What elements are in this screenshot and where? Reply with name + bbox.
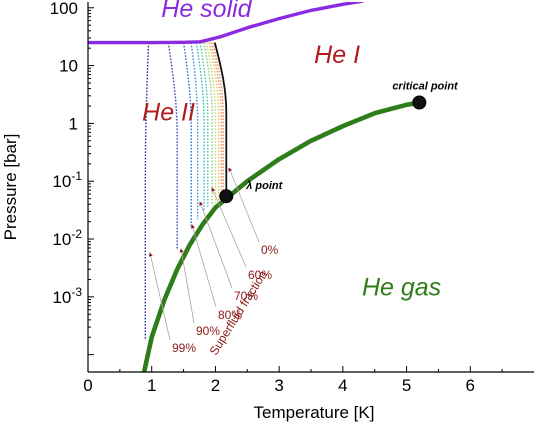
region-label-he-i: He I: [314, 41, 360, 69]
y-tick-label: 10: [59, 57, 78, 76]
critical-point-marker: [412, 95, 427, 110]
superfluid-line-0pct: [213, 42, 228, 197]
superfluid-line-99pct: [144, 42, 150, 340]
y-tick-label: 10-2: [52, 227, 82, 249]
superfluid-line-80pct: [182, 42, 192, 228]
x-tick-label: 0: [83, 376, 92, 395]
fraction-arrow-0pct: [228, 167, 260, 243]
superfluid-line-series-5: [199, 42, 209, 209]
y-tick-label: 100: [50, 0, 78, 18]
fraction-label-70pct: 70%: [234, 289, 258, 303]
y-axis: 100 10 1 10-1 10-2 10-3: [50, 0, 94, 356]
x-tick-label: 5: [402, 376, 411, 395]
fraction-arrow-60pct: [211, 187, 247, 268]
fraction-label-99pct: 99%: [172, 341, 196, 355]
superfluid-line-series-10: [212, 42, 224, 199]
--point-marker: [219, 189, 234, 204]
fraction-arrow-90pct: [179, 248, 195, 324]
fraction-label-90pct: 90%: [196, 324, 220, 338]
plot-area: [88, 2, 534, 372]
fraction-label-0pct: 0%: [261, 243, 279, 257]
critical-point-label: critical point: [392, 80, 459, 92]
fraction-arrow-80pct: [191, 224, 217, 308]
y-tick-label: 10-3: [52, 285, 82, 307]
superfluid-line-70pct: [195, 42, 205, 212]
x-tick-label: 4: [338, 376, 347, 395]
superfluid-line-series-8: [208, 42, 220, 201]
region-label-he-ii: He II: [142, 99, 195, 127]
y-tick-label: 10-1: [52, 169, 82, 191]
region-label-he-gas: He gas: [362, 274, 441, 302]
fraction-arrow-70pct: [199, 201, 233, 289]
fraction-label-60pct: 60%: [248, 268, 272, 282]
x-tick-label: 6: [466, 376, 475, 395]
superfluid-line-90pct: [167, 42, 178, 250]
x-tick-label: 2: [211, 376, 220, 395]
fraction-arrow-99pct: [148, 252, 171, 341]
x-tick-label: 3: [274, 376, 283, 395]
superfluid-line-series-3: [190, 42, 199, 220]
superfluid-line-series-9: [210, 42, 222, 200]
region-label-he-solid: He solid: [161, 0, 252, 23]
y-axis-title: Pressure [bar]: [1, 134, 20, 241]
y-tick-label: 1: [69, 114, 78, 133]
x-axis: 0 1 2 3 4 5 6: [83, 366, 503, 395]
superfluid-line-series-7: [205, 42, 217, 203]
lambda-point-label: λ point: [245, 180, 283, 192]
x-tick-label: 1: [147, 376, 156, 395]
fraction-label-80pct: 80%: [218, 308, 242, 322]
markers-layer: [219, 95, 427, 204]
x-axis-title: Temperature [K]: [254, 403, 375, 422]
melting-curve: [88, 2, 364, 45]
